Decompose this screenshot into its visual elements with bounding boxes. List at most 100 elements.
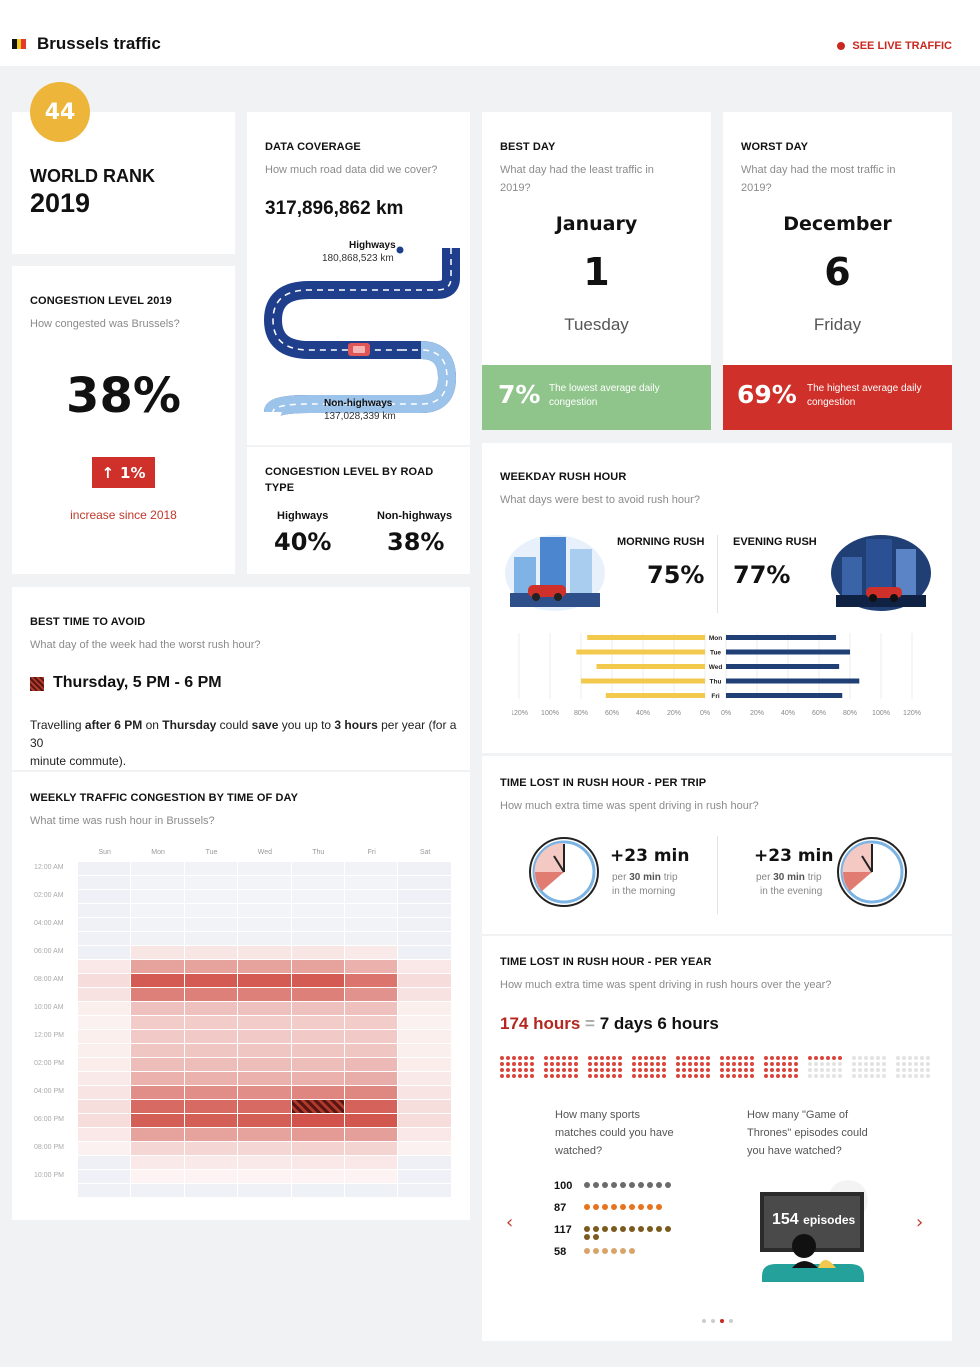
heatmap-cell — [238, 918, 291, 931]
sports-row: 87 — [554, 1202, 724, 1218]
heatmap-cell — [184, 890, 238, 903]
sport-icon — [584, 1234, 590, 1240]
evening-trip-per: per 30 min trip — [756, 872, 822, 883]
heatmap-cell — [291, 974, 344, 987]
hour-dot — [594, 1056, 598, 1060]
hour-dot — [908, 1062, 912, 1066]
heatmap-cell — [238, 1156, 291, 1169]
pager-dot[interactable] — [711, 1319, 715, 1323]
sport-icon — [656, 1226, 662, 1232]
sport-icon — [629, 1248, 635, 1254]
heatmap-cell — [398, 876, 451, 889]
hour-dot — [618, 1068, 622, 1072]
hour-dot — [770, 1074, 774, 1078]
sport-icon — [620, 1182, 626, 1188]
hour-dot — [556, 1056, 560, 1060]
live-dot-icon — [837, 42, 846, 50]
heatmap-cell — [345, 932, 398, 945]
sport-icon — [629, 1226, 635, 1232]
heatmap-cell — [345, 1016, 398, 1029]
hour-dot — [518, 1056, 522, 1060]
carousel-pager — [702, 1319, 733, 1323]
sport-icon — [602, 1204, 608, 1210]
data-coverage-card: DATA COVERAGE How much road data did we … — [247, 112, 470, 445]
heatmap-cell — [398, 1128, 451, 1141]
hour-dot — [788, 1056, 792, 1060]
year-days-dot-grid — [500, 1056, 940, 1082]
best-time-slot: Thursday, 5 PM - 6 PM — [53, 674, 222, 691]
per-year-card: TIME LOST IN RUSH HOUR - PER YEAR How mu… — [482, 936, 952, 1341]
hour-dot — [776, 1062, 780, 1066]
heatmap-cell — [131, 1128, 184, 1141]
heatmap-cell — [238, 1184, 291, 1197]
hour-dot — [662, 1062, 666, 1066]
heatmap-cell — [398, 1170, 451, 1183]
heatmap-cell — [238, 1086, 291, 1099]
pager-dot-active[interactable] — [720, 1319, 724, 1323]
hour-dot — [662, 1068, 666, 1072]
hour-dot — [524, 1062, 528, 1066]
hour-dot — [882, 1068, 886, 1072]
heatmap-cell — [78, 1142, 131, 1155]
hour-dot — [550, 1074, 554, 1078]
heatmap-cell — [131, 1016, 184, 1029]
sports-row-count: 87 — [554, 1202, 567, 1214]
hour-dot — [530, 1074, 534, 1078]
rush-evening-bar — [726, 678, 860, 684]
worst-day-month: December — [783, 213, 892, 235]
hour-dot — [506, 1074, 510, 1078]
carousel-next-button[interactable]: › — [916, 1212, 924, 1233]
carousel-prev-button[interactable]: ‹ — [506, 1212, 514, 1233]
heatmap-cell — [398, 904, 451, 917]
heatmap-cell — [78, 1114, 131, 1127]
hour-dot — [864, 1062, 868, 1066]
worst-day-day: 6 — [824, 250, 851, 294]
hour-dot — [738, 1062, 742, 1066]
hour-dot — [920, 1074, 924, 1078]
hour-dot — [858, 1074, 862, 1078]
heatmap-cell — [131, 862, 184, 875]
hour-dot — [788, 1062, 792, 1066]
rush-left-tick: 20% — [667, 710, 681, 717]
hour-dot — [562, 1056, 566, 1060]
hour-dot — [588, 1068, 592, 1072]
hour-dot — [920, 1068, 924, 1072]
sport-icon — [620, 1226, 626, 1232]
pager-dot[interactable] — [729, 1319, 733, 1323]
hour-dot — [882, 1062, 886, 1066]
hour-dot — [876, 1074, 880, 1078]
hour-dot — [852, 1062, 856, 1066]
hour-dot — [512, 1074, 516, 1078]
hour-dot — [682, 1062, 686, 1066]
heatmap-cell — [398, 1016, 451, 1029]
heatmap-cell — [78, 918, 131, 931]
best-day-day: 1 — [583, 250, 610, 294]
hour-dot — [832, 1062, 836, 1066]
got-episodes: 154 episodes — [772, 1211, 856, 1228]
heatmap-cell — [345, 1156, 398, 1169]
hour-dot — [858, 1068, 862, 1072]
heatmap-hour-label: 12:00 AM — [34, 864, 64, 871]
sport-icon — [584, 1226, 590, 1232]
hour-dot — [838, 1056, 842, 1060]
heatmap-cell — [291, 1086, 344, 1099]
hour-dot — [794, 1062, 798, 1066]
heatmap-hour-label: 12:00 PM — [34, 1032, 64, 1039]
hour-dot — [700, 1056, 704, 1060]
heatmap-question: What time was rush hour in Brussels? — [30, 815, 215, 827]
hour-dot — [858, 1062, 862, 1066]
heatmap-hour-label: 10:00 AM — [34, 1004, 64, 1011]
best-time-card: BEST TIME TO AVOID What day of the week … — [12, 587, 470, 770]
hour-dot — [782, 1074, 786, 1078]
heatmap-day-label: Sat — [419, 849, 431, 856]
pager-dot[interactable] — [702, 1319, 706, 1323]
hour-dot — [776, 1074, 780, 1078]
heatmap-cell — [184, 904, 238, 917]
heatmap-cell — [131, 904, 184, 917]
hour-dot — [820, 1056, 824, 1060]
best-day-note-2: congestion — [549, 397, 598, 408]
weekly-heatmap-card: WEEKLY TRAFFIC CONGESTION BY TIME OF DAY… — [12, 772, 470, 1220]
see-live-traffic-link[interactable]: SEE LIVE TRAFFIC — [837, 40, 952, 52]
hour-dot — [826, 1074, 830, 1078]
heatmap-cell — [131, 1030, 184, 1043]
